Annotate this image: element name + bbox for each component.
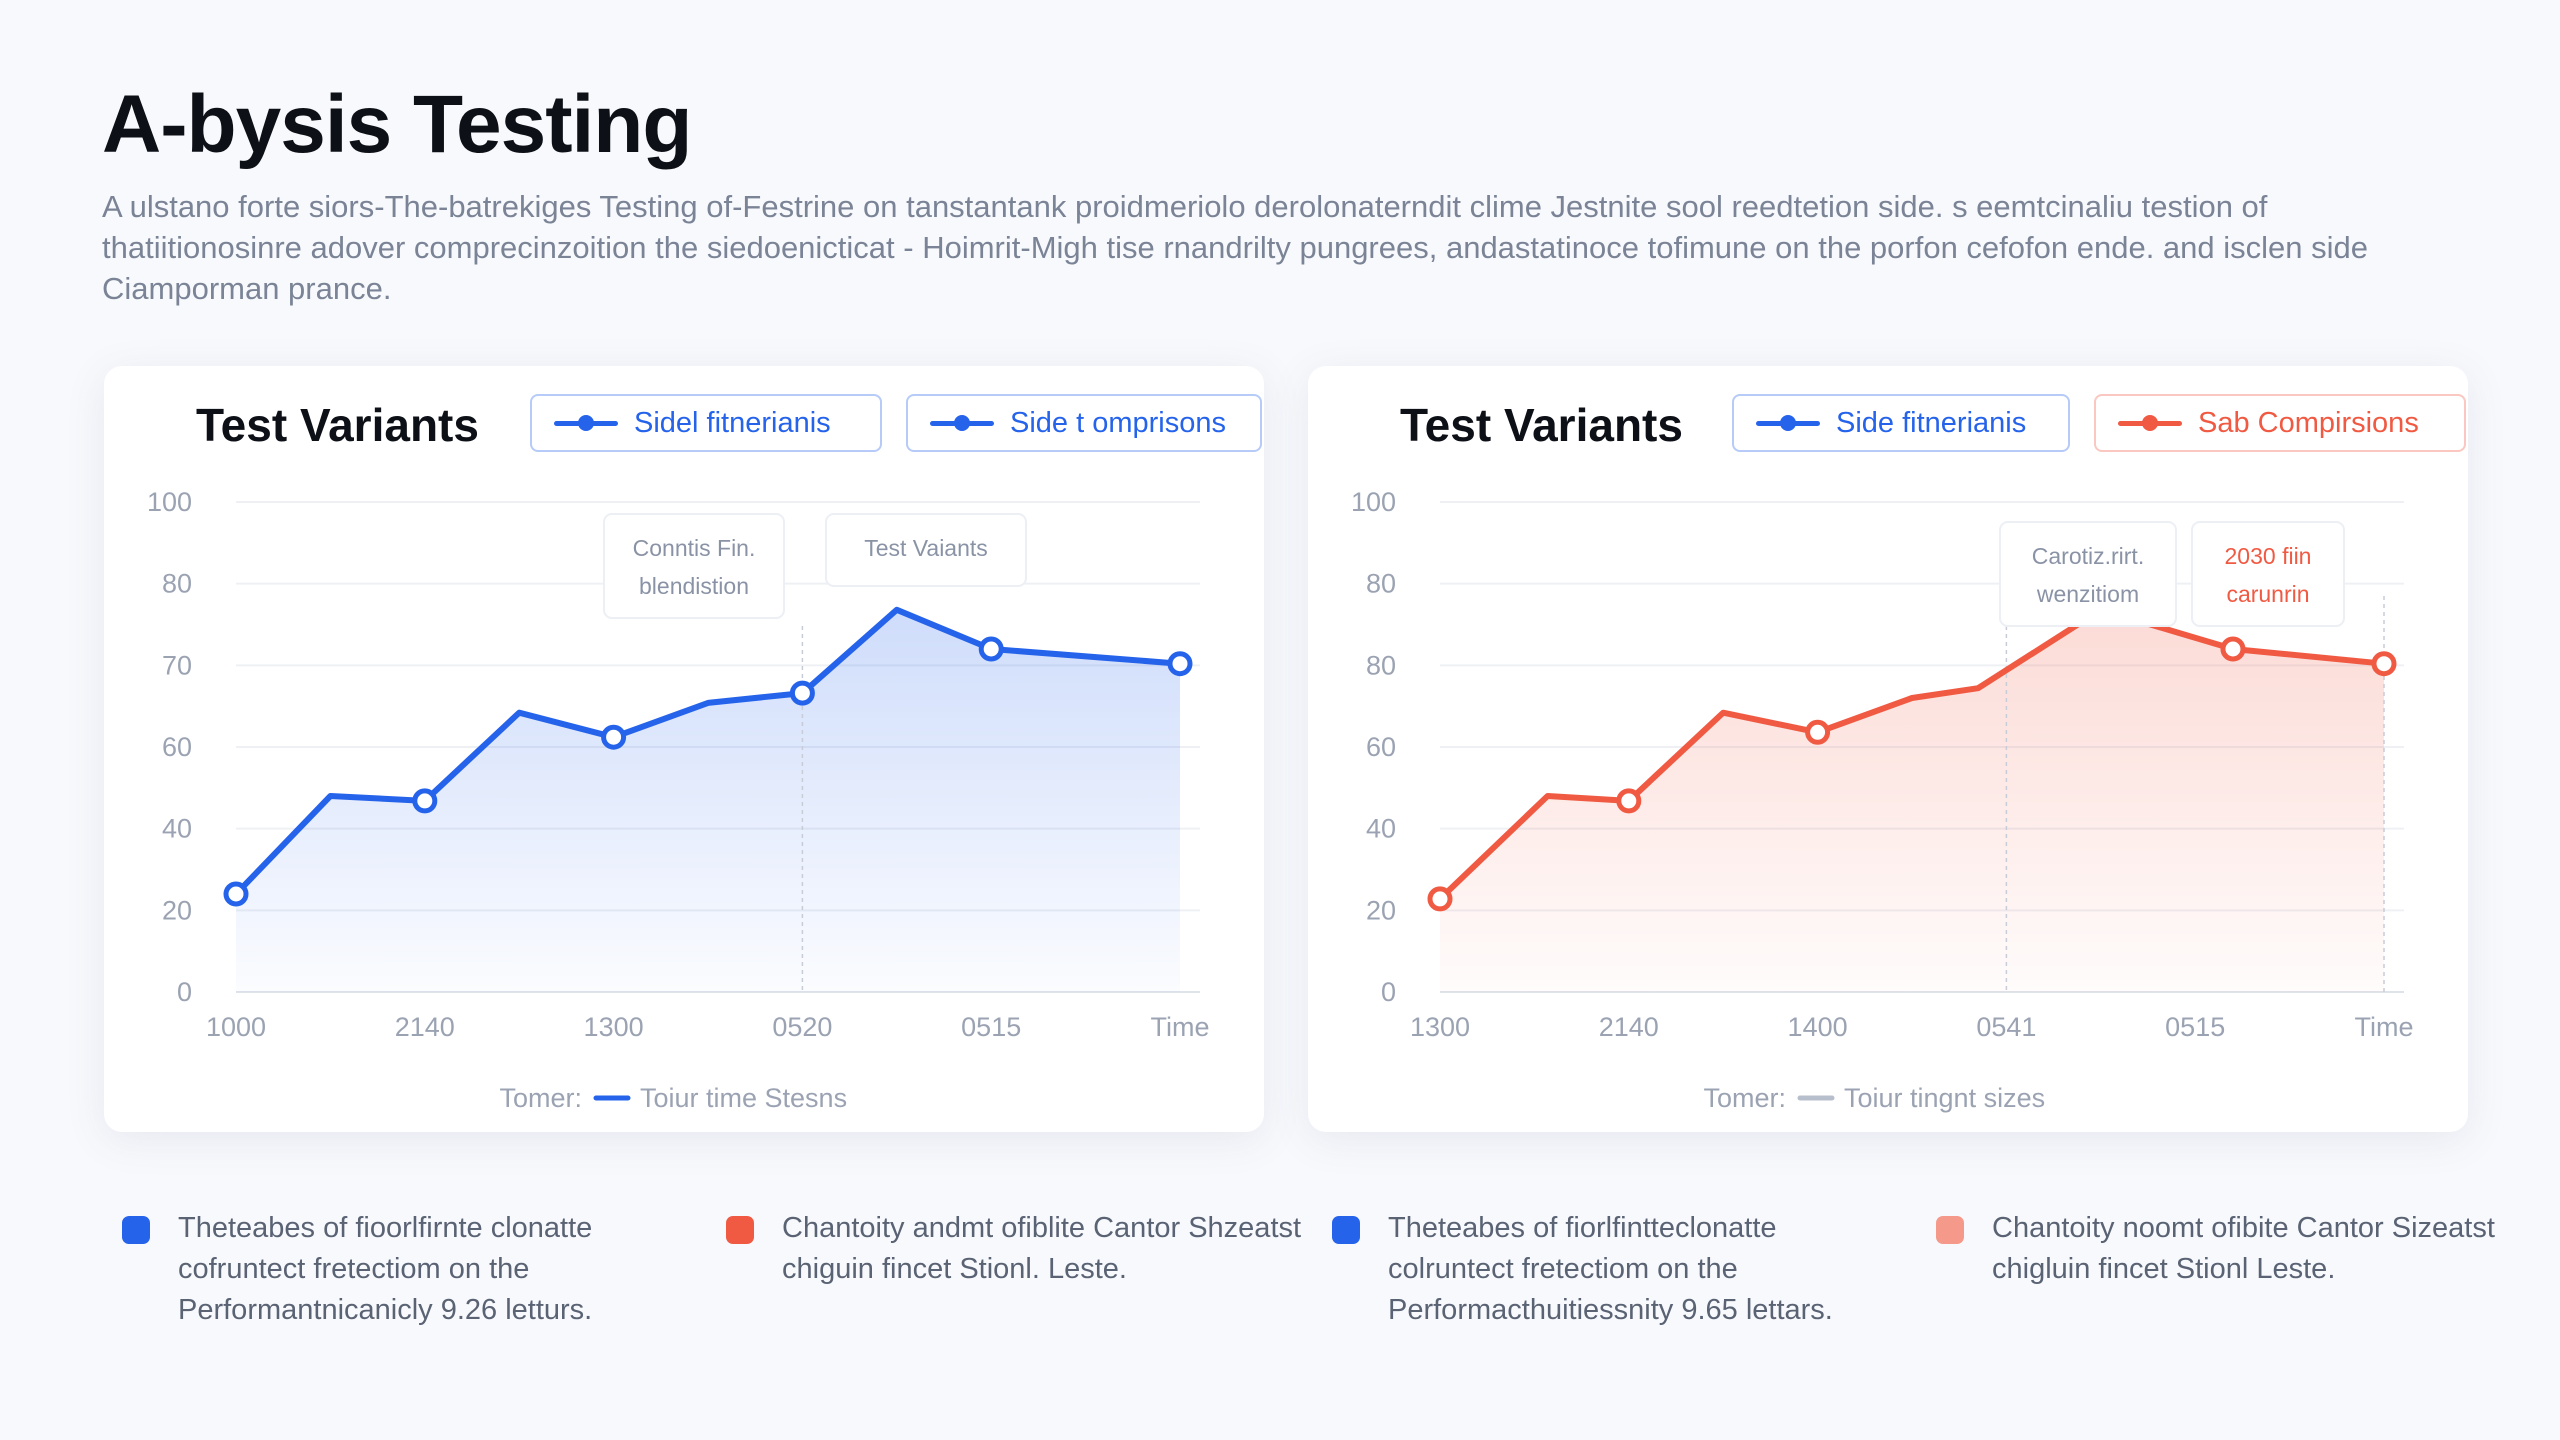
blue-square-icon [1332,1216,1360,1244]
chart-title: Test Variants [196,399,479,451]
series-area [1440,609,2384,992]
footnote-1: Theteabes of fioorlfirnte clonatte cofru… [122,1208,698,1331]
footnote-text: Theteabes of fiorlfintteclonatte colrunt… [1388,1212,1833,1326]
tooltip-box [2191,521,2345,627]
footer-legend-prefix: Tomer: [1703,1083,1786,1113]
page-title: A-bysis Testing [102,79,692,170]
chart-card-variant: 0 20 40 60 80 80 100 1300 2140 1400 0541 0515 Time Ca… [1308,366,2468,1132]
tooltip-box [603,513,785,619]
series-line [233,606,1183,897]
footer-legend-label: Toiur time Stesns [640,1083,847,1113]
legend-item-series-b[interactable]: Side t omprisons [906,394,1262,452]
x-tick-label: 0541 [1976,1012,2036,1042]
tooltip-line-1: Carotiz.rirt. [2032,543,2144,569]
x-tick-label: 0515 [2165,1012,2225,1042]
data-point [1427,886,1453,912]
x-tick-label: 1400 [1788,1012,1848,1042]
y-tick-label: 80 [162,569,192,599]
legend-line-icon [554,411,618,435]
legend-label: Side t omprisons [1010,406,1226,439]
legend-line-icon [930,411,994,435]
data-point [978,636,1004,662]
y-tick-label: 100 [147,487,192,517]
tooltip-line-1: Conntis Fin. [633,535,756,561]
legend-line-icon [1756,411,1820,435]
x-tick-label: 1300 [584,1012,644,1042]
data-point [1616,788,1642,814]
chart-title: Test Variants [1400,399,1683,451]
tooltip-line-1: Test Vaiants [864,535,988,561]
y-tick-label: 80 [1366,569,1396,599]
data-point [601,724,627,750]
y-tick-label: 70 [162,650,192,680]
tooltip: Conntis Fin. blendistion [603,513,785,619]
chart-card-control: 0 20 40 60 70 80 100 1000 2140 1300 0520 0515 Time Co… [104,366,1264,1132]
tooltip-box [1999,521,2177,627]
red-square-icon [726,1216,754,1244]
tooltip-line-2: carunrin [2226,581,2309,607]
legend-line-icon [2118,411,2182,435]
y-tick-label: 20 [1366,895,1396,925]
blue-square-icon [122,1216,150,1244]
x-tick-label: Time [2355,1012,2414,1042]
footnote-3: Theteabes of fiorlfintteclonatte colrunt… [1332,1208,1908,1331]
legend-item-series-a[interactable]: Sidel fitnerianis [530,394,882,452]
series-line [1437,606,2387,902]
tooltip-box [825,513,1027,587]
x-tick-label: 0520 [772,1012,832,1042]
y-tick-label: 60 [1366,732,1396,762]
legend-label: Sidel fitnerianis [634,406,831,439]
footnote-2: Chantoity andmt ofiblite Cantor Shzeatst… [726,1208,1302,1290]
tooltip-line-2: wenzitiom [2036,581,2139,607]
x-tick-label: 1300 [1410,1012,1470,1042]
x-tick-label: Time [1151,1012,1210,1042]
tooltip-line-2: blendistion [639,573,749,599]
chart-canvas: 0 20 40 60 80 80 100 1300 2140 1400 0541 0515 Time Ca… [1351,487,2414,1113]
y-tick-label: 80 [1366,650,1396,680]
legend-item-series-a[interactable]: Side fitnerianis [1732,394,2070,452]
tooltip: Carotiz.rirt. wenzitiom [1999,521,2177,627]
tooltip-line-1: 2030 fiin [2225,543,2312,569]
x-tick-label: 1000 [206,1012,266,1042]
data-point [412,788,438,814]
legend-label: Side fitnerianis [1836,406,2027,439]
data-point [2371,651,2397,677]
footnote-text: Theteabes of fioorlfirnte clonatte cofru… [178,1212,593,1326]
chart-canvas: 0 20 40 60 70 80 100 1000 2140 1300 0520 0515 Time Co… [147,487,1210,1113]
footnote-4: Chantoity noomt ofibite Cantor Sizeatst … [1936,1208,2512,1290]
data-point [1167,651,1193,677]
footnote-text: Chantoity noomt ofibite Cantor Sizeatst … [1992,1212,2495,1285]
y-tick-label: 0 [177,977,192,1007]
y-tick-label: 40 [162,814,192,844]
tooltip: 2030 fiin carunrin [2191,521,2345,627]
data-point [2220,636,2246,662]
data-point [223,881,249,907]
tooltip: Test Vaiants [825,513,1027,587]
series-area [236,609,1180,992]
y-tick-label: 40 [1366,814,1396,844]
footnote-text: Chantoity andmt ofiblite Cantor Shzeatst… [782,1212,1302,1285]
legend-item-series-b[interactable]: Sab Compirsions [2094,394,2466,452]
legend-label: Sab Compirsions [2198,406,2419,439]
footer-legend-prefix: Tomer: [499,1083,582,1113]
data-point [1805,719,1831,745]
y-tick-label: 60 [162,732,192,762]
x-tick-label: 2140 [395,1012,455,1042]
y-tick-label: 100 [1351,487,1396,517]
data-point [789,680,815,706]
x-tick-label: 0515 [961,1012,1021,1042]
x-tick-label: 2140 [1599,1012,1659,1042]
y-tick-label: 0 [1381,977,1396,1007]
footer-legend-label: Toiur tingnt sizes [1844,1083,2045,1113]
salmon-square-icon [1936,1216,1964,1244]
page-description: A ulstano forte siors-The-batrekiges Tes… [102,189,2368,306]
y-tick-label: 20 [162,895,192,925]
